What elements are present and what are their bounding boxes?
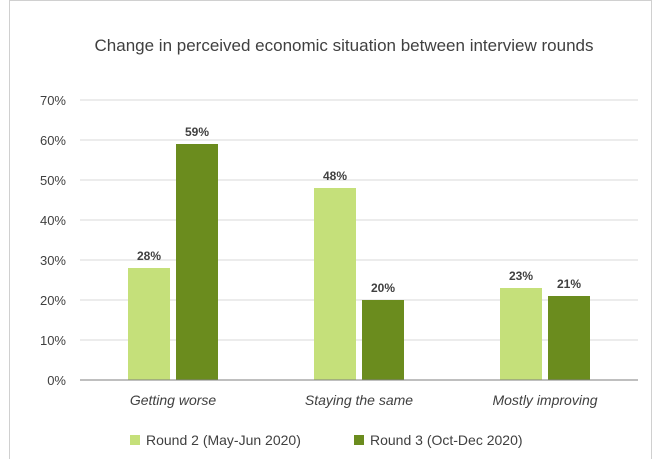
category-label: Staying the same <box>305 392 413 408</box>
y-tick-label: 40% <box>40 213 66 228</box>
category-label: Mostly improving <box>492 392 597 408</box>
category-label: Getting worse <box>130 392 217 408</box>
y-tick-label: 70% <box>40 93 66 108</box>
data-label: 23% <box>509 269 533 283</box>
y-tick-label: 30% <box>40 253 66 268</box>
legend: Round 2 (May-Jun 2020) Round 3 (Oct-Dec 2… <box>130 432 523 448</box>
bar <box>176 144 218 380</box>
legend-swatch <box>354 435 364 445</box>
y-tick-label: 10% <box>40 333 66 348</box>
bar <box>314 188 356 380</box>
bar <box>548 296 590 380</box>
data-label: 59% <box>185 125 209 139</box>
y-tick-label: 0% <box>47 373 66 388</box>
bars <box>128 144 590 380</box>
data-label: 21% <box>557 277 581 291</box>
y-axis-ticks: 0% 10% 20% 30% 40% 50% 60% 70% <box>40 93 66 388</box>
data-labels: 28% 59% 48% 20% 23% 21% <box>137 125 581 295</box>
data-label: 28% <box>137 249 161 263</box>
y-tick-label: 60% <box>40 133 66 148</box>
bar <box>362 300 404 380</box>
data-label: 20% <box>371 281 395 295</box>
chart-title: Change in perceived economic situation b… <box>95 36 594 55</box>
bar <box>128 268 170 380</box>
legend-swatch <box>130 435 140 445</box>
y-tick-label: 20% <box>40 293 66 308</box>
gridlines <box>80 99 638 341</box>
data-label: 48% <box>323 169 347 183</box>
legend-label: Round 2 (May-Jun 2020) <box>146 432 301 448</box>
x-axis-categories: Getting worse Staying the same Mostly impr… <box>130 392 598 408</box>
legend-label: Round 3 (Oct-Dec 2020) <box>370 432 523 448</box>
bar <box>500 288 542 380</box>
y-tick-label: 50% <box>40 173 66 188</box>
